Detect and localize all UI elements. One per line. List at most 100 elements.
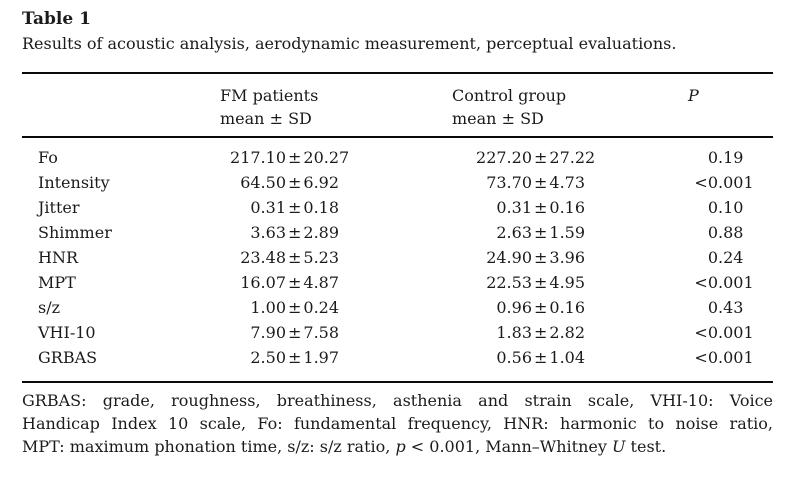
table-header-row: FM patients mean ± SD Control group mean ±… <box>22 84 773 130</box>
plus-minus-sign: ± <box>288 173 302 192</box>
p-value: <0.001 <box>688 345 773 370</box>
fm-mean: 0.31 <box>250 198 286 217</box>
header-empty <box>22 84 220 130</box>
fm-sd: 20.27 <box>303 148 350 167</box>
table-footnote: GRBAS: grade, roughness, breathiness, as… <box>22 389 773 458</box>
p-value-integer: 0 <box>707 148 718 167</box>
table-row: s/z 1.00 ±0.24 0.96 ±0.16 0.43 <box>22 295 773 320</box>
plus-minus-sign: ± <box>288 148 302 167</box>
p-value-decimals: .24 <box>718 248 744 267</box>
row-label: GRBAS <box>38 348 98 367</box>
p-value: 0.19 <box>688 145 773 170</box>
control-mean: 0.56 <box>496 348 532 367</box>
control-mean: 24.90 <box>486 248 532 267</box>
bottom-rule <box>22 381 773 383</box>
control-value: 0.31 ±0.16 <box>452 195 688 220</box>
p-value: 0.10 <box>688 195 773 220</box>
p-value-integer: 0 <box>707 248 718 267</box>
row-label: Intensity <box>38 173 110 192</box>
fm-sd: 0.24 <box>303 298 340 317</box>
row-label: Shimmer <box>38 223 112 242</box>
table-body: Fo 217.10 ±20.27 227.20 ±27.22 0.19 Intens… <box>22 145 773 370</box>
control-sd: 2.82 <box>549 323 586 342</box>
row-label: s/z <box>38 298 61 317</box>
fm-mean: 16.07 <box>240 273 286 292</box>
control-mean: 73.70 <box>486 173 532 192</box>
footnote-line: MPT: maximum phonation time, s/z: s/z ra… <box>22 437 667 456</box>
p-value-integer: 0 <box>707 198 718 217</box>
fm-mean: 217.10 <box>230 148 286 167</box>
row-label: HNR <box>38 248 78 267</box>
control-sd: 0.16 <box>549 198 586 217</box>
header-rule <box>22 136 773 138</box>
plus-minus-sign: ± <box>534 248 548 267</box>
header-control-line1: Control group <box>452 86 567 105</box>
table-row: HNR 23.48 ±5.23 24.90 ±3.96 0.24 <box>22 245 773 270</box>
p-value: 0.88 <box>688 220 773 245</box>
control-value: 1.83 ±2.82 <box>452 320 688 345</box>
p-value: <0.001 <box>688 170 773 195</box>
plus-minus-sign: ± <box>534 198 548 217</box>
control-sd: 1.04 <box>549 348 586 367</box>
fm-sd: 0.18 <box>303 198 340 217</box>
fm-mean: 7.90 <box>250 323 286 342</box>
fm-value: 3.63 ±2.89 <box>220 220 452 245</box>
fm-value: 16.07 ±4.87 <box>220 270 452 295</box>
p-value-decimals: .88 <box>718 223 744 242</box>
header-control-group: Control group mean ± SD <box>452 84 688 130</box>
row-label: Fo <box>38 148 58 167</box>
p-value-integer: <0 <box>694 323 718 342</box>
control-sd: 3.96 <box>549 248 586 267</box>
footnote-line: GRBAS: grade, roughness, breathiness, as… <box>22 391 773 410</box>
header-control-line2: mean ± SD <box>452 109 544 128</box>
p-value-decimals: .001 <box>718 273 754 292</box>
plus-minus-sign: ± <box>288 248 302 267</box>
fm-value: 7.90 ±7.58 <box>220 320 452 345</box>
control-mean: 227.20 <box>476 148 532 167</box>
control-value: 2.63 ±1.59 <box>452 220 688 245</box>
control-value: 227.20 ±27.22 <box>452 145 688 170</box>
fm-value: 1.00 ±0.24 <box>220 295 452 320</box>
table-row: Fo 217.10 ±20.27 227.20 ±27.22 0.19 <box>22 145 773 170</box>
table-row: GRBAS 2.50 ±1.97 0.56 ±1.04 <0.001 <box>22 345 773 370</box>
fm-mean: 1.00 <box>250 298 286 317</box>
plus-minus-sign: ± <box>534 173 548 192</box>
plus-minus-sign: ± <box>288 273 302 292</box>
p-value-decimals: .19 <box>718 148 744 167</box>
p-value-decimals: .001 <box>718 323 754 342</box>
footnote-line: Handicap Index 10 scale, Fo: fundamental… <box>22 414 773 433</box>
control-mean: 0.96 <box>496 298 532 317</box>
p-value-integer: 0 <box>707 298 718 317</box>
fm-value: 2.50 ±1.97 <box>220 345 452 370</box>
control-mean: 22.53 <box>486 273 532 292</box>
row-label: VHI-10 <box>38 323 96 342</box>
plus-minus-sign: ± <box>534 148 548 167</box>
p-value-integer: <0 <box>694 273 718 292</box>
header-fm-line2: mean ± SD <box>220 109 312 128</box>
fm-mean: 64.50 <box>240 173 286 192</box>
p-value-decimals: .001 <box>718 173 754 192</box>
plus-minus-sign: ± <box>534 298 548 317</box>
table-row: Shimmer 3.63 ±2.89 2.63 ±1.59 0.88 <box>22 220 773 245</box>
fm-sd: 7.58 <box>303 323 340 342</box>
control-sd: 27.22 <box>549 148 596 167</box>
fm-value: 64.50 ±6.92 <box>220 170 452 195</box>
plus-minus-sign: ± <box>288 223 302 242</box>
table-row: Intensity 64.50 ±6.92 73.70 ±4.73 <0.001 <box>22 170 773 195</box>
fm-mean: 3.63 <box>250 223 286 242</box>
p-value: 0.43 <box>688 295 773 320</box>
control-value: 24.90 ±3.96 <box>452 245 688 270</box>
control-mean: 0.31 <box>496 198 532 217</box>
control-value: 0.56 ±1.04 <box>452 345 688 370</box>
p-value-integer: 0 <box>707 223 718 242</box>
plus-minus-sign: ± <box>288 298 302 317</box>
table-caption: Results of acoustic analysis, aerodynami… <box>22 34 677 53</box>
plus-minus-sign: ± <box>534 223 548 242</box>
p-value-integer: <0 <box>694 173 718 192</box>
fm-mean: 23.48 <box>240 248 286 267</box>
table-row: Jitter 0.31 ±0.18 0.31 ±0.16 0.10 <box>22 195 773 220</box>
control-value: 73.70 ±4.73 <box>452 170 688 195</box>
fm-value: 0.31 ±0.18 <box>220 195 452 220</box>
header-p: P <box>688 86 699 105</box>
